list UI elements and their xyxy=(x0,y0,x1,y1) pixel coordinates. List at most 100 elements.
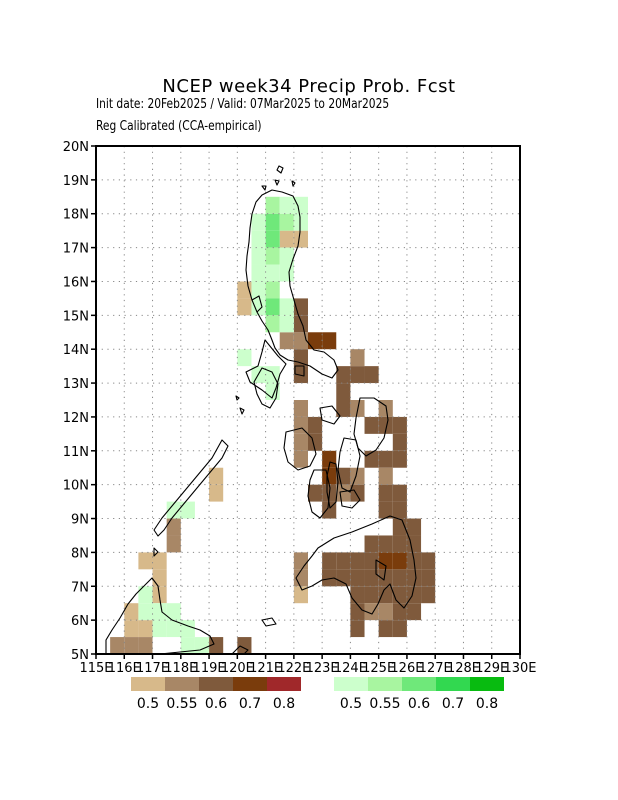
above-normal-cell xyxy=(251,247,266,265)
above-normal-cell xyxy=(279,298,294,316)
subtitle-dates: Init date: 20Feb2025 / Valid: 07Mar2025 … xyxy=(96,97,390,112)
above-normal-cell xyxy=(265,230,280,248)
lat-label: 5N xyxy=(71,648,89,663)
above-normal-cell xyxy=(251,230,266,248)
coastline-mindoro xyxy=(253,367,279,409)
below-normal-cell xyxy=(364,552,379,570)
below-normal-legend-label: 0.5 xyxy=(137,696,159,712)
below-normal-cell xyxy=(237,298,252,316)
lat-label: 13N xyxy=(63,377,89,392)
below-normal-cell xyxy=(364,569,379,587)
below-normal-legend-swatch xyxy=(267,677,301,691)
below-normal-cell xyxy=(293,586,308,604)
above-normal-cell xyxy=(138,586,153,604)
above-normal-cell xyxy=(166,501,181,519)
below-normal-cell xyxy=(124,637,139,654)
lon-label: 119E xyxy=(193,661,226,676)
below-normal-cell xyxy=(392,552,407,570)
below-normal-cell xyxy=(421,569,436,587)
below-normal-cell xyxy=(293,400,308,417)
coastline-luzon xyxy=(245,189,339,379)
above-normal-legend-swatch xyxy=(334,677,368,691)
below-normal-cell xyxy=(152,552,167,570)
below-normal-cell xyxy=(293,349,308,367)
below-normal-cell xyxy=(350,569,365,587)
map-axes: 5N 6N 7N 8N 9N 10N 11N 12N 13N 14N 15N 16N 17N 18N 19N… xyxy=(63,140,537,676)
below-normal-cell xyxy=(322,467,337,485)
lon-label: 126E xyxy=(390,661,423,676)
above-normal-cell xyxy=(251,298,266,316)
above-normal-cell xyxy=(279,264,294,282)
below-normal-cell xyxy=(350,484,365,502)
below-normal-cell xyxy=(237,637,252,654)
below-normal-cell xyxy=(308,332,323,350)
coastline-lingayen xyxy=(251,295,263,313)
below-normal-cell xyxy=(421,586,436,604)
below-normal-cell xyxy=(293,450,308,468)
below-normal-legend-swatch xyxy=(233,677,267,691)
legend: 0.5 0.55 0.6 0.7 0.8 0.5 0.55 0.6 0.7 0.8 xyxy=(131,677,504,712)
below-normal-cell xyxy=(138,620,153,638)
below-normal-cell xyxy=(392,416,407,434)
below-normal-cell xyxy=(378,586,393,604)
lat-label: 11N xyxy=(63,445,89,460)
below-normal-cell xyxy=(209,467,224,485)
lon-label: 117E xyxy=(136,661,169,676)
below-normal-cell xyxy=(364,366,379,384)
above-normal-legend-swatch xyxy=(436,677,470,691)
graticule xyxy=(96,146,520,654)
above-normal-cell xyxy=(279,247,294,265)
below-normal-cell xyxy=(293,315,308,333)
below-normal-cell xyxy=(336,484,351,502)
below-normal-cell xyxy=(378,569,393,587)
below-normal-cell xyxy=(279,332,294,350)
below-normal-cell xyxy=(378,467,393,485)
below-normal-cell xyxy=(279,230,294,248)
below-normal-cell xyxy=(166,518,181,536)
lon-label: 123E xyxy=(306,661,339,676)
below-normal-cell xyxy=(293,433,308,451)
below-normal-legend-label: 0.7 xyxy=(239,696,261,712)
coastline-samar xyxy=(353,397,389,457)
above-normal-legend-label: 0.7 xyxy=(442,696,464,712)
below-normal-cell xyxy=(308,416,323,434)
above-normal-cell xyxy=(251,281,266,299)
below-normal-cell xyxy=(392,569,407,587)
lon-label: 129E xyxy=(475,661,508,676)
below-normal-cell xyxy=(209,484,224,502)
below-normal-legend-swatch xyxy=(165,677,199,691)
below-normal-cell xyxy=(124,620,139,638)
above-normal-cell xyxy=(166,603,181,621)
above-normal-cell xyxy=(279,213,294,231)
lat-label: 8N xyxy=(71,546,89,561)
below-normal-cell xyxy=(378,620,393,638)
above-normal-cell xyxy=(166,620,181,638)
below-normal-cell xyxy=(392,501,407,519)
below-normal-cell xyxy=(350,366,365,384)
above-normal-cell xyxy=(265,315,280,333)
above-normal-cell xyxy=(265,213,280,231)
below-normal-cell xyxy=(378,416,393,434)
coastline-marinduque xyxy=(294,365,305,377)
below-normal-cell xyxy=(293,230,308,248)
below-normal-cell xyxy=(406,518,422,536)
coastline-manila xyxy=(245,339,287,399)
above-normal-cell xyxy=(180,501,195,519)
coastline-batanes xyxy=(276,165,296,187)
above-normal-legend-label: 0.55 xyxy=(369,696,400,712)
lat-label: 16N xyxy=(63,275,89,290)
lat-label: 14N xyxy=(63,343,89,358)
coastline-masbate xyxy=(319,405,341,425)
below-normal-cell xyxy=(364,603,379,621)
below-normal-cell xyxy=(421,552,436,570)
above-normal-cell xyxy=(293,213,308,231)
below-normal-cell xyxy=(293,552,308,570)
above-normal-cell xyxy=(237,349,252,367)
lon-label: 120E xyxy=(221,661,254,676)
lat-label: 6N xyxy=(71,614,89,629)
below-normal-cell xyxy=(364,586,379,604)
above-normal-cell xyxy=(180,637,195,654)
above-normal-cell xyxy=(265,196,280,214)
below-normal-cell xyxy=(293,332,308,350)
above-normal-legend-swatch xyxy=(402,677,436,691)
